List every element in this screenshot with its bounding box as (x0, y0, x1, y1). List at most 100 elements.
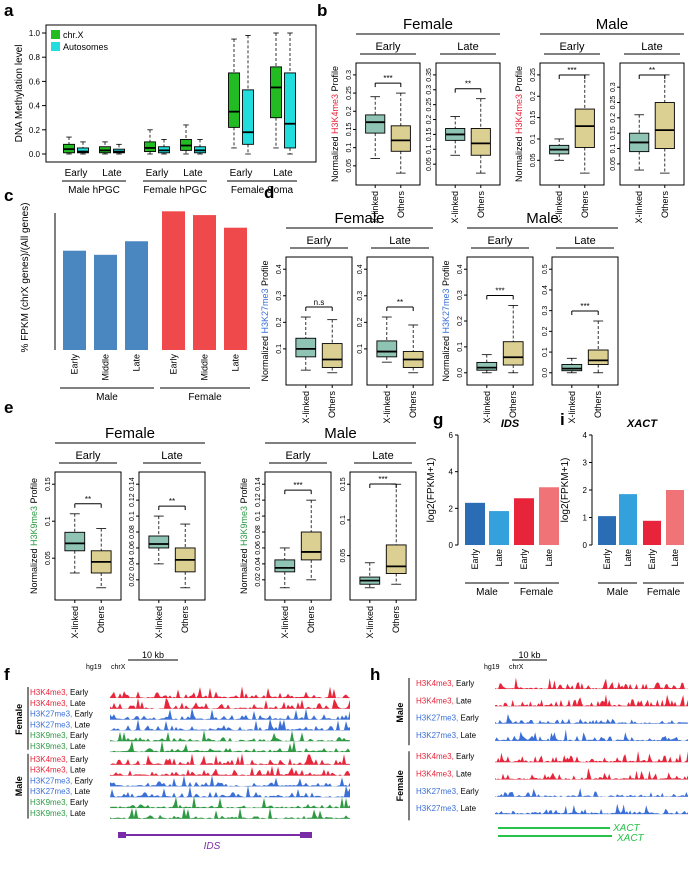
x-category-label: Others (306, 606, 316, 634)
panel-h-label: h (370, 665, 380, 684)
bar-3 (539, 487, 559, 545)
y-tick-label: 0.35 (426, 68, 433, 82)
track-mark: H3K4me3 (30, 688, 66, 697)
x-category-label: Others (593, 391, 603, 419)
x-category-label: Others (660, 191, 670, 219)
track-mark: H3K9me3 (30, 798, 66, 807)
y-tick-label: 6 (449, 431, 454, 440)
ids-gene-label: IDS (204, 841, 221, 852)
subplot-title: Late (641, 41, 662, 53)
y-label-mark: H3K9me3 (29, 506, 39, 546)
y-axis-label: log2(FPKM+1) (560, 458, 571, 523)
legend-swatch-autosomes (51, 42, 60, 51)
y-tick-label: 2 (583, 486, 588, 495)
xlinked-box-box (376, 340, 398, 358)
chrx-box-2-box (144, 141, 156, 153)
y-tick-label: 0.3 (426, 85, 433, 95)
track-stage: Late (456, 696, 472, 705)
signal-track (110, 707, 350, 720)
y-tick-label: 0.15 (346, 123, 353, 137)
genome-label: hg19 (86, 664, 102, 671)
track-stage: Early (74, 710, 92, 719)
y-axis-label: Normalized H3K9me3 Profile (29, 478, 39, 594)
subplot-frame (54, 471, 122, 601)
x-category-label: Early (470, 549, 480, 570)
track-label: H3K27me3, Late (30, 720, 91, 729)
y-axis-label: Normalized H3K4me3 Profile (514, 66, 524, 182)
y-tick-label: 0.05 (610, 157, 617, 171)
track-separator: , (70, 776, 74, 785)
track-separator: , (66, 731, 70, 740)
y-tick-label: 0.2 (426, 115, 433, 125)
male-group-title: Male (526, 210, 559, 227)
x-category-label: Late (670, 549, 680, 567)
others-box-box (390, 125, 411, 152)
subplot-title: Late (372, 450, 393, 462)
x-category-label: Early (169, 354, 179, 375)
x-category-label: Early (65, 168, 88, 179)
chrx-box-5-box (270, 66, 282, 119)
track-label: H3K4me3, Late (416, 696, 472, 705)
y-tick-label: 0.2 (346, 106, 353, 116)
y-tick-label: 0.1 (255, 511, 262, 521)
track-stage: Late (74, 720, 90, 729)
track-label: H3K27me3, Early (416, 714, 479, 723)
plot-frame (45, 24, 317, 163)
panel-a-label: a (4, 1, 14, 20)
x-category-label: X-linked (370, 191, 380, 224)
y-tick-label: 0.15 (45, 477, 52, 491)
y-tick-label: 0.2 (29, 126, 41, 135)
bar-2 (643, 520, 661, 545)
x-category-label: Others (476, 191, 486, 219)
y-tick-label: 0.3 (457, 290, 464, 300)
subplot-title: Late (389, 235, 410, 247)
x-category-label: Early (70, 354, 80, 375)
y-tick-label: 2 (449, 504, 454, 513)
subplot-frame (435, 62, 501, 186)
y-tick-label: 0 (449, 541, 454, 550)
y-tick-label: 0.4 (357, 264, 364, 274)
track-mark: H3K27me3 (416, 804, 457, 813)
bar-2 (514, 498, 534, 545)
panel-c-label: c (4, 186, 13, 205)
legend-label-autosomes: Autosomes (63, 42, 109, 52)
track-stage: Early (460, 714, 478, 723)
track-separator: , (66, 755, 70, 764)
track-separator: , (452, 679, 456, 688)
y-label-prefix: Normalized (239, 546, 249, 594)
x-category-label: X-linked (567, 391, 577, 424)
panel-g-chart: IDS 0 2 4 6 log2(FPKM+1) Early Late Early Late Mal… (426, 418, 559, 598)
scale-label: 10 kb (518, 650, 540, 660)
significance-label: *** (495, 286, 504, 295)
y-tick-label: 0.2 (457, 316, 464, 326)
others-box-box (574, 108, 595, 148)
y-tick-label: 0.15 (530, 111, 537, 125)
x-category-label: Middle (101, 354, 111, 381)
subplot-title: Late (161, 450, 182, 462)
female-group-title: Female (334, 210, 384, 227)
y-tick-label: 0.25 (346, 86, 353, 100)
y-label-suffix: Profile (260, 260, 270, 288)
y-tick-label: 0.1 (346, 143, 353, 153)
ids-exon (300, 832, 312, 838)
x-category-label: Late (544, 549, 554, 567)
y-tick-label: 0.1 (276, 344, 283, 354)
signal-track (110, 730, 350, 742)
x-group-label: Female hPGC (143, 185, 206, 196)
y-label-prefix: Normalized (441, 334, 451, 382)
y-tick-label: 0.1 (357, 344, 364, 354)
group-label: Female (395, 770, 405, 801)
y-tick-label: 1.0 (29, 29, 41, 38)
male-group-title: Male (324, 425, 357, 442)
track-label: H3K9me3, Late (30, 809, 86, 818)
x-category-label: X-linked (301, 391, 311, 424)
y-tick-label: 0.6 (29, 77, 41, 86)
y-tick-label: 0.05 (45, 551, 52, 565)
y-tick-label: 0.1 (457, 342, 464, 352)
y-tick-label: 0.05 (426, 157, 433, 171)
y-tick-label: 0.2 (610, 113, 617, 123)
panel-d-label: d (264, 183, 274, 202)
y-label-prefix: Normalized (29, 546, 39, 594)
signal-track (495, 750, 688, 763)
